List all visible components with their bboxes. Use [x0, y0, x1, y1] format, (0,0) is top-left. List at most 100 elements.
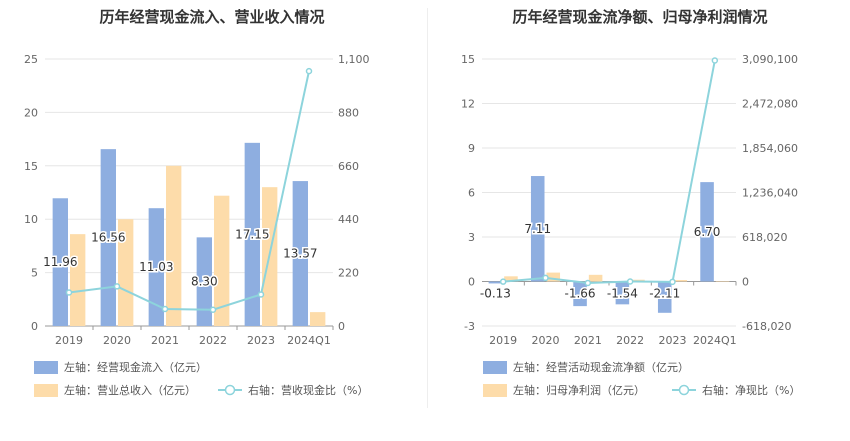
chart1-data-label: 17.15: [235, 227, 269, 241]
chart2-bar-secondary: [715, 281, 730, 282]
chart2-legend-label: 右轴：净现比（%）: [702, 383, 800, 397]
chart2-left-tick-label: 15: [461, 53, 475, 66]
chart1-bar-primary: [148, 208, 164, 326]
chart2-bar-secondary: [504, 276, 518, 282]
chart2-line-point: [499, 278, 507, 285]
chart2-left-tick-label: 0: [468, 276, 475, 289]
chart1-bar-secondary: [70, 234, 86, 326]
chart1-bar-primary: [100, 149, 116, 326]
chart1-line-point: [65, 289, 73, 296]
chart1-bar-primary: [196, 237, 212, 326]
chart1-right-tick-label: 660: [338, 160, 359, 173]
chart2-legend-label: 左轴：归母净利润（亿元）: [513, 383, 645, 397]
chart1-left-tick-label: 15: [24, 160, 38, 173]
chart2-bar-primary: [530, 176, 545, 282]
chart2-right-tick-label: 1,236,040: [742, 187, 798, 200]
chart1-right-tick-label: 0: [338, 320, 345, 333]
chart1-data-label: 8.30: [191, 275, 218, 289]
chart2-data-label: -1.54: [607, 287, 638, 301]
chart-divider: [427, 8, 428, 408]
chart2-x-tick-label: 2021: [574, 334, 602, 347]
chart2-right-tick-label: 1,854,060: [742, 142, 798, 155]
chart2-data-label: -2.11: [649, 287, 680, 301]
chart1-data-label: 13.57: [283, 247, 317, 261]
chart1-title: 历年经营现金流入、营业收入情况: [99, 8, 324, 26]
chart2-legend-marker: [678, 384, 690, 396]
chart1-bar-secondary: [310, 312, 326, 326]
chart1-bar-secondary: [166, 165, 182, 326]
chart1-legend-label: 左轴：经营现金流入（亿元）: [64, 360, 207, 374]
chart2-legend-swatch: [483, 361, 507, 374]
chart2-data-label: -1.66: [565, 287, 596, 301]
chart2-right-tick-label: 0: [742, 276, 749, 289]
chart2-bar-primary: [700, 182, 714, 282]
chart1-x-tick-label: 2022: [199, 334, 227, 347]
chart1-bar-primary: [292, 181, 308, 326]
chart1-bar-secondary: [214, 195, 230, 326]
chart2-line-point: [584, 279, 592, 287]
chart2-left-tick-label: 3: [468, 231, 475, 244]
chart1-line-point: [305, 67, 313, 75]
chart1-left-tick-label: 5: [31, 267, 38, 280]
chart2-data-label: 6.70: [694, 225, 721, 239]
chart2-right-tick-label: 3,090,100: [742, 53, 798, 66]
chart1-data-label: 11.03: [139, 260, 173, 274]
chart2-bar-primary: [488, 281, 503, 284]
chart2-line-series: [503, 60, 716, 284]
chart2-bar-secondary: [588, 274, 603, 282]
chart1-line-point: [257, 291, 265, 298]
chart2-right-tick-label: 2,472,080: [742, 98, 798, 111]
chart1-legend-marker: [224, 384, 236, 396]
chart2-title: 历年经营现金流净额、归母净利润情况: [512, 8, 767, 26]
chart1-x-tick-label: 2023: [247, 334, 275, 347]
chart1-legend-label: 左轴：营业总收入（亿元）: [64, 383, 196, 397]
chart2-bar-primary: [615, 281, 630, 305]
chart1-right-tick-label: 220: [338, 267, 359, 280]
chart2-x-tick-label: 2024Q1: [693, 334, 737, 347]
chart2-line-point: [711, 57, 719, 64]
chart2-line-point: [542, 274, 549, 282]
chart1-left-tick-label: 25: [24, 53, 38, 66]
chart1-right-tick-label: 440: [338, 213, 359, 226]
chart2-legend-label: 左轴：经营活动现金流净额（亿元）: [513, 360, 689, 374]
chart2-left-tick-label: -3: [464, 320, 475, 333]
chart1-line-point: [161, 305, 169, 313]
chart1-bar-primary: [244, 142, 260, 326]
chart1-line-series: [68, 70, 310, 311]
chart2-bar-secondary: [673, 280, 688, 282]
chart2-line-point: [626, 278, 634, 285]
chart2-data-label: -0.13: [480, 287, 511, 301]
chart1-line-point: [209, 306, 217, 313]
chart1-x-tick-label: 2019: [55, 334, 83, 347]
chart1-right-tick-label: 880: [338, 106, 359, 119]
chart1-line-point: [113, 283, 121, 290]
chart2-right-tick-label: -618,020: [742, 320, 791, 333]
chart1-x-tick-label: 2024Q1: [287, 334, 331, 347]
chart2-x-tick-label: 2019: [489, 334, 517, 347]
chart1-legend-swatch: [34, 361, 58, 374]
chart1-legend-label: 右轴：营收现金比（%）: [248, 383, 368, 397]
chart2-bar-primary: [573, 281, 587, 307]
chart1-data-label: 11.96: [43, 255, 77, 269]
chart1-legend-swatch: [34, 384, 58, 397]
chart2-x-tick-label: 2023: [659, 334, 687, 347]
chart1-left-tick-label: 10: [24, 213, 38, 226]
chart1-bar-primary: [52, 198, 68, 326]
chart1-left-tick-label: 20: [24, 106, 38, 119]
chart1-left-tick-label: 0: [31, 320, 38, 333]
chart2-bar-primary: [657, 281, 672, 313]
chart1-data-label: 16.56: [91, 231, 125, 245]
chart2-left-tick-label: 9: [468, 142, 475, 155]
chart2-right-tick-label: 618,020: [742, 231, 788, 244]
chart2-x-tick-label: 2022: [616, 334, 644, 347]
chart2-left-tick-label: 6: [468, 187, 475, 200]
chart2-legend-swatch: [483, 384, 507, 397]
chart2-data-label: 7.11: [524, 222, 551, 236]
chart1-x-tick-label: 2021: [151, 334, 179, 347]
chart1-right-tick-label: 1,100: [338, 53, 370, 66]
chart2-x-tick-label: 2020: [532, 334, 560, 347]
chart2-bar-secondary: [546, 272, 561, 282]
chart1-x-tick-label: 2020: [103, 334, 131, 347]
chart1-bar-secondary: [118, 219, 134, 326]
